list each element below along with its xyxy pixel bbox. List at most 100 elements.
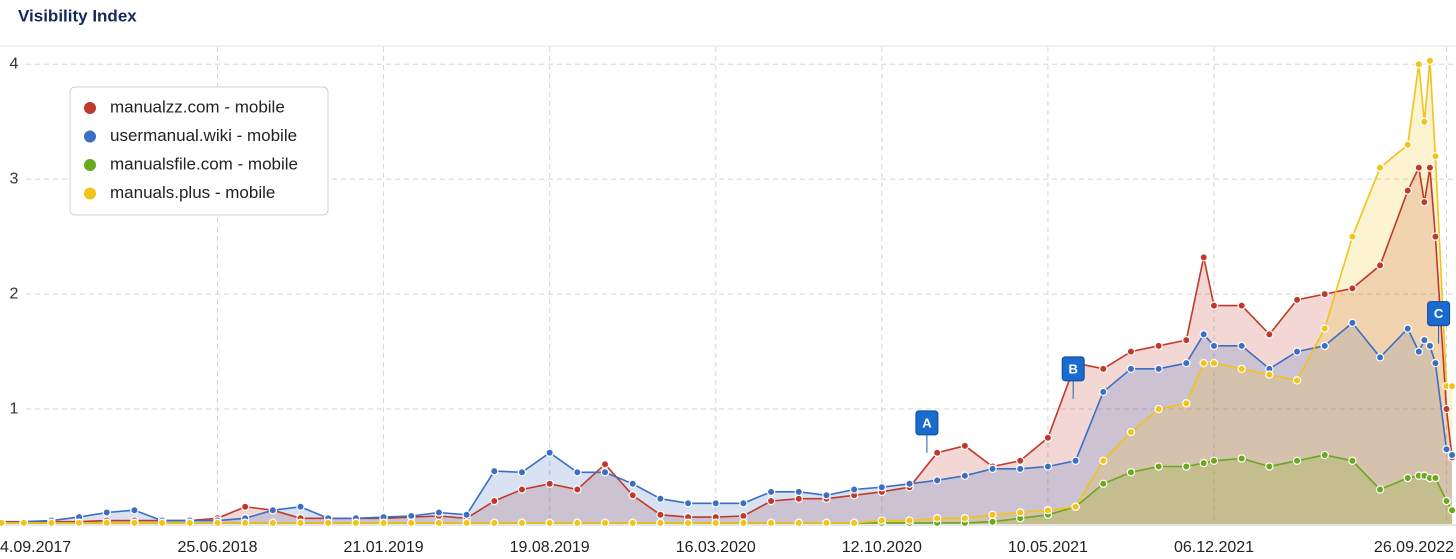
data-point <box>1420 117 1429 126</box>
annotations: A B C <box>915 301 1451 453</box>
data-point <box>1182 335 1191 345</box>
data-point <box>1292 376 1302 385</box>
y-tick-label: 3 <box>10 170 19 187</box>
legend: manualzz.com - mobile usermanual.wiki - m… <box>69 86 329 216</box>
legend-box <box>69 86 329 216</box>
data-point <box>1375 261 1385 270</box>
data-point <box>1320 289 1329 299</box>
data-point <box>1043 506 1053 515</box>
data-point <box>877 516 887 525</box>
legend-label: usermanual.wiki - mobile <box>110 126 297 145</box>
legend-marker <box>84 102 96 114</box>
data-point <box>1414 347 1424 356</box>
data-point <box>130 506 139 515</box>
data-point <box>573 468 582 477</box>
data-point <box>1292 456 1302 465</box>
data-point <box>1209 341 1219 351</box>
data-point <box>1126 427 1136 437</box>
data-point <box>1265 330 1274 339</box>
data-point <box>1199 458 1208 468</box>
data-point <box>1016 508 1025 517</box>
data-point <box>324 518 333 528</box>
data-point <box>1375 163 1385 172</box>
data-point <box>573 518 582 528</box>
data-point <box>1237 301 1246 310</box>
annotation-box <box>915 410 939 436</box>
data-point <box>545 518 554 528</box>
data-point <box>1209 301 1219 310</box>
data-point <box>1403 140 1412 149</box>
data-point <box>296 502 305 511</box>
data-point <box>766 518 776 528</box>
y-tick-label: 2 <box>10 285 19 302</box>
data-point <box>600 468 610 477</box>
data-point <box>600 460 610 469</box>
data-point <box>1099 364 1108 374</box>
data-point <box>822 491 831 500</box>
data-point <box>1237 454 1246 463</box>
data-point <box>1348 284 1357 293</box>
data-point <box>1182 462 1191 471</box>
data-point <box>683 518 693 528</box>
data-point <box>960 514 970 523</box>
data-point <box>932 514 942 523</box>
annotation-label: B <box>1069 361 1078 376</box>
data-point <box>849 485 859 494</box>
data-point <box>1071 456 1080 465</box>
data-point <box>711 518 720 528</box>
legend-marker <box>84 187 96 200</box>
data-point <box>1016 464 1025 474</box>
data-point <box>711 499 720 508</box>
y-tick-label: 4 <box>10 55 19 72</box>
legend-marker <box>84 130 96 143</box>
data-point <box>766 496 776 506</box>
data-point <box>1209 456 1219 465</box>
data-point <box>905 516 914 525</box>
annotation-label: A <box>922 415 932 430</box>
areas <box>1 60 1453 525</box>
data-point <box>739 499 748 508</box>
x-tick-label: 25.06.2018 <box>177 539 257 556</box>
data-point <box>1199 253 1208 262</box>
data-point <box>1431 232 1440 241</box>
data-point <box>490 466 499 476</box>
data-point <box>1099 456 1108 465</box>
data-point <box>1126 364 1136 374</box>
data-point <box>1431 151 1440 161</box>
data-point <box>1348 456 1357 465</box>
data-point <box>656 510 665 520</box>
data-point <box>988 464 997 474</box>
data-point <box>74 518 84 528</box>
data-point <box>988 517 997 526</box>
data-point <box>1375 353 1385 362</box>
legend-marker <box>84 159 96 171</box>
data-point <box>0 518 6 528</box>
data-point <box>434 518 444 528</box>
data-point <box>240 502 250 511</box>
data-point <box>434 508 444 517</box>
series-area <box>1 60 1453 525</box>
data-point <box>1209 358 1219 368</box>
data-point <box>1425 56 1435 65</box>
data-point <box>1320 324 1329 333</box>
data-point <box>849 518 859 528</box>
data-point <box>1403 473 1412 483</box>
data-point <box>157 518 167 528</box>
data-point <box>932 476 942 485</box>
data-point <box>822 518 831 528</box>
data-point <box>932 448 942 457</box>
data-point <box>1099 387 1108 397</box>
data-point <box>1265 370 1274 379</box>
x-tick-label: 10.05.2021 <box>1008 539 1088 556</box>
data-point <box>1442 496 1451 506</box>
data-point <box>1414 60 1424 69</box>
data-point <box>1292 295 1302 305</box>
data-point <box>462 518 471 528</box>
x-tick-label: 21.01.2019 <box>344 539 424 556</box>
data-point <box>1425 341 1435 351</box>
data-point <box>1348 232 1357 241</box>
data-point <box>766 487 776 497</box>
data-point <box>905 479 914 488</box>
data-point <box>1431 473 1440 483</box>
data-point <box>517 468 527 477</box>
